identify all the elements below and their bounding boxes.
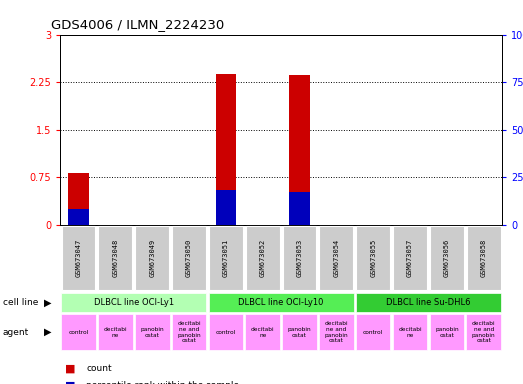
Bar bbox=[216, 74, 236, 225]
Bar bbox=[98, 226, 132, 291]
Text: percentile rank within the sample: percentile rank within the sample bbox=[86, 381, 240, 384]
Bar bbox=[209, 314, 243, 350]
Text: GSM673052: GSM673052 bbox=[260, 239, 266, 277]
Bar bbox=[61, 293, 207, 312]
Text: agent: agent bbox=[3, 328, 29, 337]
Bar bbox=[467, 314, 501, 350]
Bar bbox=[356, 226, 390, 291]
Bar bbox=[320, 226, 354, 291]
Bar bbox=[69, 173, 89, 225]
Bar bbox=[61, 314, 96, 350]
Bar bbox=[356, 293, 501, 312]
Bar bbox=[289, 75, 310, 225]
Bar bbox=[62, 226, 96, 291]
Bar bbox=[246, 226, 280, 291]
Text: decitabi
ne: decitabi ne bbox=[251, 327, 275, 338]
Text: GSM673057: GSM673057 bbox=[407, 239, 413, 277]
Text: control: control bbox=[216, 329, 236, 335]
Bar bbox=[282, 226, 316, 291]
Text: GSM673058: GSM673058 bbox=[481, 239, 487, 277]
Bar bbox=[245, 314, 280, 350]
Bar bbox=[289, 192, 310, 225]
Bar bbox=[209, 226, 243, 291]
Text: decitabi
ne: decitabi ne bbox=[104, 327, 127, 338]
Text: GSM673055: GSM673055 bbox=[370, 239, 376, 277]
Text: ■: ■ bbox=[65, 381, 76, 384]
Text: decitabi
ne: decitabi ne bbox=[398, 327, 422, 338]
Text: count: count bbox=[86, 364, 112, 373]
Text: panobin
ostat: panobin ostat bbox=[435, 327, 459, 338]
Bar bbox=[393, 226, 427, 291]
Text: control: control bbox=[69, 329, 89, 335]
Text: GSM673050: GSM673050 bbox=[186, 239, 192, 277]
Text: GSM673048: GSM673048 bbox=[112, 239, 118, 277]
Text: GSM673053: GSM673053 bbox=[297, 239, 302, 277]
Text: decitabi
ne and
panobin
ostat: decitabi ne and panobin ostat bbox=[325, 321, 348, 343]
Text: DLBCL line OCI-Ly10: DLBCL line OCI-Ly10 bbox=[238, 298, 324, 307]
Bar bbox=[172, 314, 207, 350]
Text: DLBCL line Su-DHL6: DLBCL line Su-DHL6 bbox=[386, 298, 471, 307]
Bar bbox=[135, 314, 169, 350]
Bar bbox=[319, 314, 354, 350]
Text: cell line: cell line bbox=[3, 298, 38, 307]
Text: GSM673054: GSM673054 bbox=[333, 239, 339, 277]
Text: GSM673049: GSM673049 bbox=[149, 239, 155, 277]
Bar bbox=[172, 226, 206, 291]
Text: GSM673047: GSM673047 bbox=[75, 239, 82, 277]
Text: GSM673056: GSM673056 bbox=[444, 239, 450, 277]
Bar bbox=[393, 314, 427, 350]
Text: decitabi
ne and
panobin
ostat: decitabi ne and panobin ostat bbox=[177, 321, 201, 343]
Text: GDS4006 / ILMN_2224230: GDS4006 / ILMN_2224230 bbox=[51, 18, 224, 31]
Bar bbox=[69, 209, 89, 225]
Text: decitabi
ne and
panobin
ostat: decitabi ne and panobin ostat bbox=[472, 321, 495, 343]
Bar bbox=[209, 293, 354, 312]
Text: ▶: ▶ bbox=[44, 327, 52, 337]
Bar bbox=[282, 314, 317, 350]
Text: GSM673051: GSM673051 bbox=[223, 239, 229, 277]
Bar bbox=[430, 226, 464, 291]
Text: control: control bbox=[363, 329, 383, 335]
Text: ■: ■ bbox=[65, 364, 76, 374]
Text: DLBCL line OCI-Ly1: DLBCL line OCI-Ly1 bbox=[94, 298, 174, 307]
Text: panobin
ostat: panobin ostat bbox=[288, 327, 311, 338]
Bar bbox=[135, 226, 169, 291]
Bar bbox=[356, 314, 391, 350]
Text: panobin
ostat: panobin ostat bbox=[140, 327, 164, 338]
Bar bbox=[467, 226, 501, 291]
Bar bbox=[98, 314, 133, 350]
Bar bbox=[216, 190, 236, 225]
Bar bbox=[429, 314, 464, 350]
Text: ▶: ▶ bbox=[44, 297, 52, 308]
